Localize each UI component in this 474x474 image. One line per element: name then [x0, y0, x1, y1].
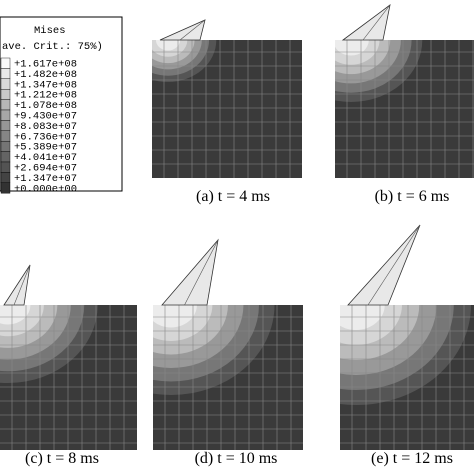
chip-spike [159, 19, 206, 41]
chip-line [367, 224, 421, 306]
chip-line [179, 19, 206, 41]
panels [0, 4, 474, 450]
contour-panel [0, 305, 137, 450]
caption: (a) t = 4 ms [196, 188, 270, 205]
legend-title: Mises [34, 25, 66, 37]
legend-swatch [0, 140, 11, 152]
legend-levels: +1.617e+08+1.482e+08+1.347e+08+1.212e+08… [0, 57, 77, 195]
legend-level: +2.694e+07 [14, 163, 77, 175]
contour-panel [340, 305, 474, 450]
legend-level: +9.430e+07 [14, 111, 77, 123]
legend-level: +1.347e+07 [14, 173, 77, 185]
legend-swatch [0, 172, 11, 183]
legend-box [0, 16, 123, 192]
caption: (e) t = 12 ms [371, 450, 453, 467]
contour-panel [152, 40, 302, 178]
contour-band [335, 40, 369, 56]
legend-level: +6.736e+07 [14, 131, 77, 143]
caption: (b) t = 6 ms [375, 188, 450, 205]
legend-level: +4.041e+07 [14, 152, 77, 164]
legend-swatch [0, 151, 11, 163]
legend-swatch [0, 99, 11, 111]
legend-level: +1.347e+08 [14, 79, 77, 91]
legend-level: +1.078e+08 [14, 100, 77, 112]
legend-level: +1.212e+08 [14, 90, 77, 102]
contour-panel [153, 305, 303, 450]
chip-spike [341, 4, 391, 41]
contour-band [0, 305, 31, 325]
chip-spike [3, 264, 31, 306]
legend-swatch [0, 120, 11, 132]
chip-line [13, 264, 31, 306]
legend-level: +0.000e+00 [14, 183, 77, 195]
legend-swatch [0, 161, 11, 173]
chip-spike [347, 224, 421, 306]
contour-band [155, 40, 181, 51]
legend-criterion: ave. Crit.: 75%) [2, 41, 103, 53]
contour-panel [335, 40, 474, 178]
contour-band [153, 305, 197, 328]
legend-swatch [0, 78, 11, 90]
caption: (c) t = 8 ms [25, 450, 99, 467]
legend-level: +1.482e+08 [14, 69, 77, 81]
caption: (d) t = 10 ms [195, 450, 278, 467]
legend-swatch [0, 88, 11, 100]
chip-line [362, 4, 391, 41]
legend-level: +5.389e+07 [14, 142, 77, 154]
chip-spike [161, 238, 219, 306]
legend-swatch [0, 68, 11, 80]
chip-line [184, 239, 219, 306]
legend-swatch [0, 57, 11, 69]
legend-level: +8.083e+07 [14, 121, 77, 133]
legend-swatch [0, 182, 11, 194]
legend-swatch [0, 109, 11, 121]
legend-level: +1.617e+08 [14, 59, 77, 71]
contour-band [340, 305, 385, 330]
legend-swatch [0, 130, 11, 142]
